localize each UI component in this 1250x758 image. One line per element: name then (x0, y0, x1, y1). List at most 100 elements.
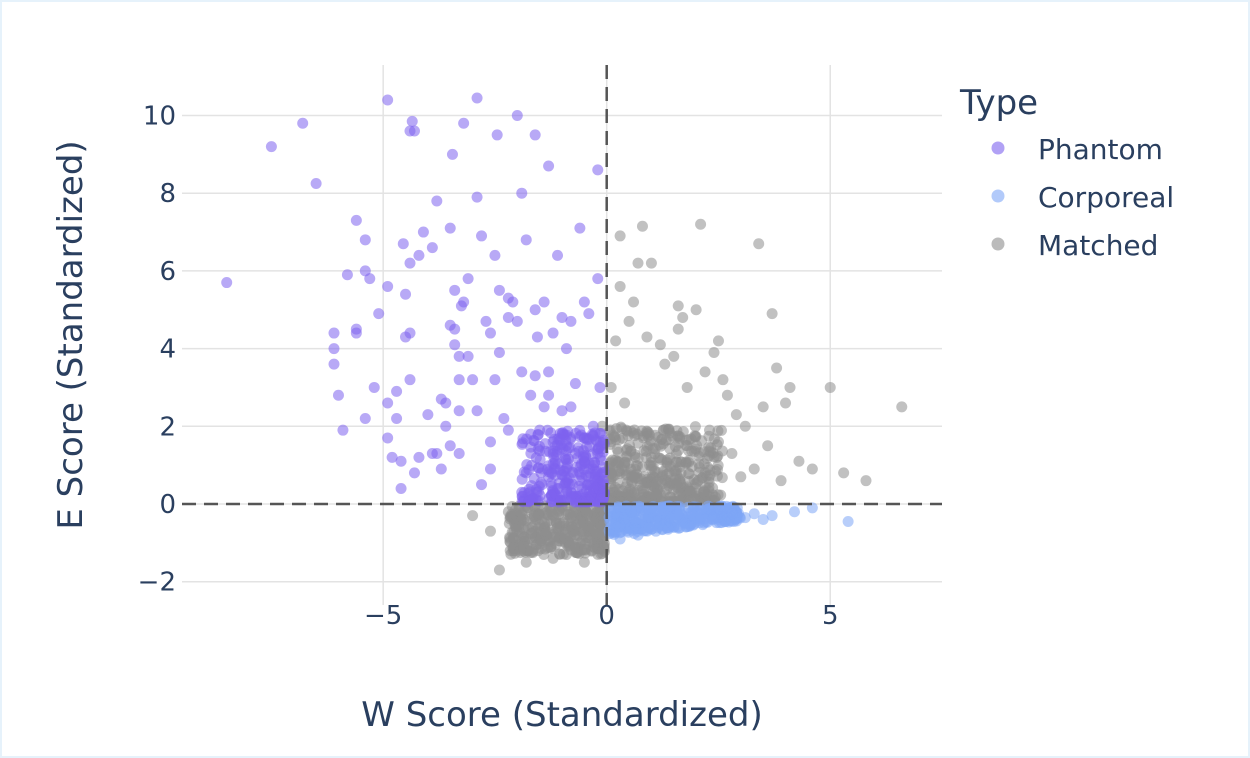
data-point-phantom (422, 409, 434, 421)
y-tick-label: 2 (159, 412, 176, 442)
data-point-phantom (595, 493, 607, 505)
data-point-phantom (397, 238, 409, 250)
data-point-phantom (589, 456, 601, 468)
data-point-matched (661, 468, 673, 480)
data-point-matched (766, 308, 778, 320)
data-point-phantom (364, 273, 376, 285)
data-point-matched (581, 507, 593, 519)
data-point-matched (539, 518, 551, 530)
data-point-matched (551, 523, 563, 535)
data-point-phantom (404, 374, 416, 386)
y-tick-label: 8 (159, 179, 176, 209)
data-point-matched (717, 374, 729, 386)
data-point-phantom (406, 115, 418, 127)
data-point-matched (628, 296, 640, 308)
data-point-phantom (530, 452, 542, 464)
data-point-phantom (594, 381, 606, 393)
data-point-phantom (491, 129, 503, 141)
data-point-matched (674, 488, 686, 500)
data-point-phantom (516, 366, 528, 378)
data-point-phantom (484, 436, 496, 448)
data-point-matched (578, 516, 590, 528)
data-point-matched (666, 430, 678, 442)
data-point-corporeal (695, 503, 707, 515)
data-point-phantom (525, 389, 537, 401)
y-axis-title: E Score (Standardized) (51, 140, 91, 529)
data-point-phantom (408, 467, 420, 479)
data-point-phantom (592, 164, 604, 176)
data-point-matched (623, 315, 635, 327)
data-point-phantom (404, 257, 416, 269)
data-point-phantom (265, 141, 277, 153)
data-point-phantom (542, 424, 554, 436)
data-point-matched (824, 381, 836, 393)
legend-label-matched: Matched (1038, 229, 1158, 262)
data-point-phantom (545, 489, 557, 501)
data-point-matched (748, 463, 760, 475)
data-point-matched (588, 537, 600, 549)
data-point-corporeal (788, 506, 800, 518)
data-point-matched (578, 543, 590, 555)
data-point-matched (668, 350, 680, 362)
data-point-phantom (467, 374, 479, 386)
data-point-matched (651, 490, 663, 502)
data-point-matched (626, 477, 638, 489)
data-point-matched (654, 439, 666, 451)
data-point-phantom (596, 484, 608, 496)
data-point-matched (581, 532, 593, 544)
data-point-matched (715, 424, 727, 436)
data-point-phantom (391, 413, 403, 425)
data-point-phantom (458, 296, 470, 308)
data-point-matched (637, 485, 649, 497)
y-tick-label: 10 (143, 102, 176, 132)
data-point-matched (699, 366, 711, 378)
data-point-matched (506, 500, 518, 512)
data-point-matched (493, 564, 505, 576)
y-tick-label: 0 (159, 490, 176, 520)
data-point-matched (640, 445, 652, 457)
data-point-phantom (498, 413, 510, 425)
data-point-matched (775, 475, 787, 487)
x-axis-ticks: −5 0 5 (364, 601, 838, 631)
data-point-phantom (511, 315, 523, 327)
data-point-phantom (575, 429, 587, 441)
data-point-phantom (426, 447, 438, 459)
data-point-matched (681, 381, 693, 393)
data-point-matched (610, 335, 622, 347)
data-point-matched (838, 467, 850, 479)
data-point-phantom (386, 451, 398, 463)
y-axis-ticks: −2 0 2 4 6 8 10 (138, 102, 176, 598)
data-point-phantom (417, 226, 429, 238)
data-point-phantom (328, 343, 340, 355)
data-point-phantom (583, 308, 595, 320)
data-point-phantom (337, 424, 349, 436)
data-point-phantom (532, 429, 544, 441)
data-point-corporeal (610, 519, 622, 531)
data-point-matched (614, 230, 626, 242)
data-point-matched (548, 531, 560, 543)
data-point-phantom (538, 401, 550, 413)
data-point-phantom (471, 92, 483, 104)
data-point-phantom (520, 234, 532, 246)
data-point-phantom (444, 222, 456, 234)
data-point-matched (695, 218, 707, 230)
data-point-phantom (350, 214, 362, 226)
data-point-phantom (565, 401, 577, 413)
data-point-matched (712, 335, 724, 347)
data-point-phantom (444, 440, 456, 452)
legend-marker-phantom (991, 141, 1005, 155)
data-point-matched (896, 401, 908, 413)
data-point-phantom (578, 296, 590, 308)
data-point-matched (672, 323, 684, 335)
data-points (221, 92, 908, 576)
data-point-corporeal (842, 515, 854, 527)
x-axis-title: W Score (Standardized) (361, 695, 762, 735)
data-point-matched (739, 420, 751, 432)
data-point-phantom (359, 234, 371, 246)
data-point-matched (753, 238, 765, 250)
data-point-phantom (562, 458, 574, 470)
data-point-matched (484, 525, 496, 537)
data-point-phantom (557, 429, 569, 441)
data-point-matched (629, 448, 641, 460)
data-point-phantom (529, 304, 541, 316)
